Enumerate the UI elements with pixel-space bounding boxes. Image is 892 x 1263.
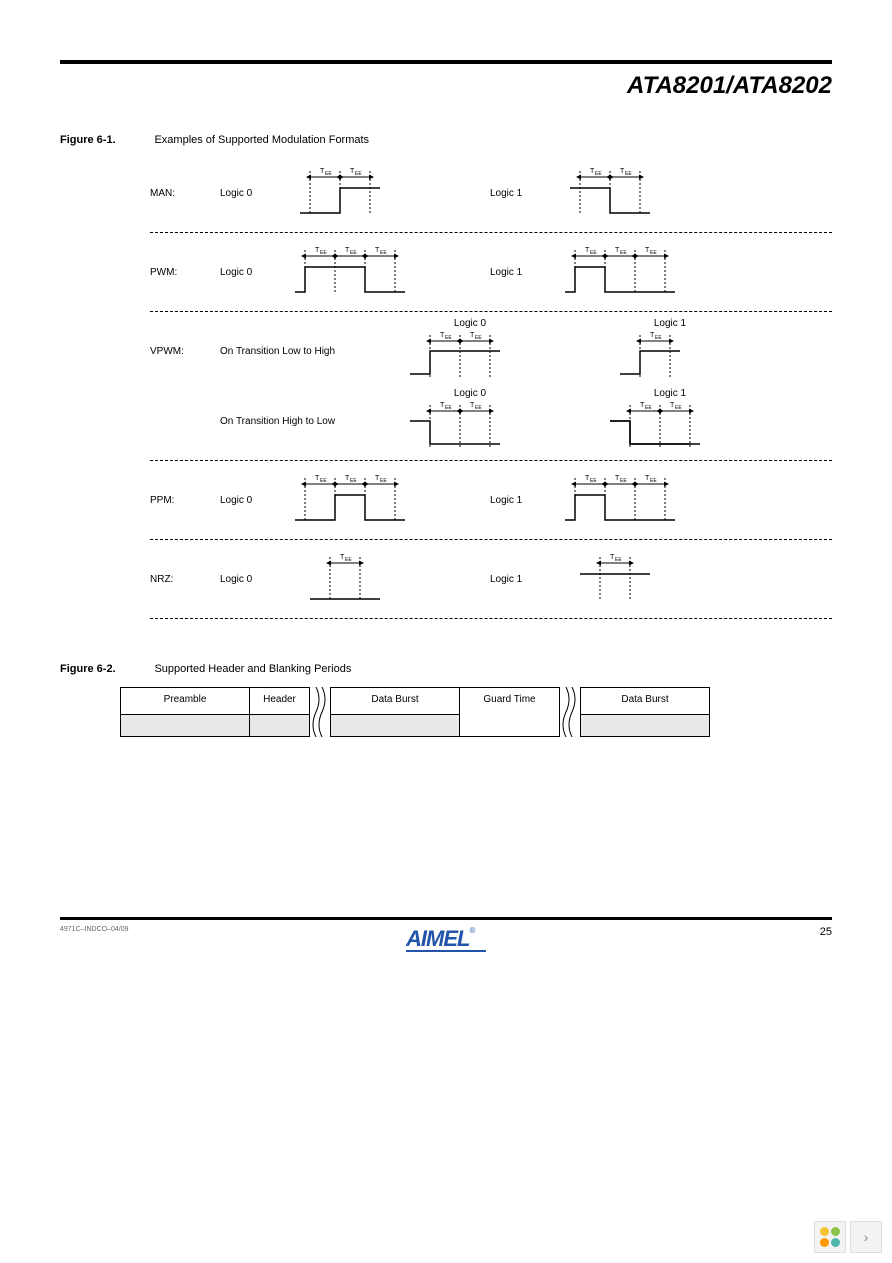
svg-text:EE: EE <box>445 405 452 411</box>
logic-1-label: Logic 1 <box>490 574 560 585</box>
svg-text:EE: EE <box>445 335 452 341</box>
vpwm-row-lh: VPWM: On Transition Low to High Logic 0 … <box>150 316 832 386</box>
ppm-logic0-wave: TEE TEE TEE <box>290 470 430 530</box>
page-number: 25 <box>820 926 832 938</box>
preamble-label: Preamble <box>164 694 207 705</box>
logic-0-label: Logic 0 <box>220 495 290 506</box>
svg-text:EE: EE <box>350 250 357 256</box>
svg-text:EE: EE <box>380 250 387 256</box>
separator <box>150 539 832 540</box>
pwm-row: PWM: Logic 0 TEE TEE TEE <box>150 237 832 307</box>
data-burst-block: Data Burst <box>580 687 710 737</box>
figure-6-2-heading: Figure 6-2. Supported Header and Blankin… <box>60 659 832 677</box>
svg-text:EE: EE <box>320 478 327 484</box>
datasheet-page: ATA8201/ATA8202 Figure 6-1. Examples of … <box>0 0 892 978</box>
vpwm-hl-logic1-wave: TEE TEE <box>600 399 740 454</box>
pwm-label: PWM: <box>150 267 220 278</box>
man-logic0-wave: TEE TEE <box>290 163 430 223</box>
nrz-row: NRZ: Logic 0 TEE Logic 1 TEE <box>150 544 832 614</box>
next-page-button[interactable]: › <box>850 1221 882 1253</box>
vpwm-trans-lh: On Transition Low to High <box>220 346 400 357</box>
pwm-logic1-wave: TEE TEE TEE <box>560 242 700 302</box>
logic-1-label: Logic 1 <box>600 318 740 329</box>
vpwm-row-hl: On Transition High to Low Logic 0 TEE TE… <box>150 386 832 456</box>
vpwm-label: VPWM: <box>150 346 220 357</box>
svg-text:EE: EE <box>650 478 657 484</box>
figure-6-1-heading: Figure 6-1. Examples of Supported Modula… <box>60 130 832 148</box>
break-icon <box>560 687 580 737</box>
svg-text:EE: EE <box>320 250 327 256</box>
svg-text:EE: EE <box>380 478 387 484</box>
logic-0-label: Logic 0 <box>400 318 540 329</box>
svg-text:EE: EE <box>325 171 332 177</box>
logic-1-label: Logic 1 <box>600 388 740 399</box>
header-block: Header <box>250 687 310 737</box>
separator <box>150 311 832 312</box>
document-title: ATA8201/ATA8202 <box>60 72 832 100</box>
man-row: MAN: Logic 0 TEE TEE <box>150 158 832 228</box>
ppm-logic1-wave: TEE TEE TEE <box>560 470 700 530</box>
man-label: MAN: <box>150 188 220 199</box>
svg-text:EE: EE <box>655 335 662 341</box>
figure-6-1-diagram: MAN: Logic 0 TEE TEE <box>150 158 832 619</box>
data-burst-label: Data Burst <box>371 694 418 705</box>
preamble-block: Preamble <box>120 687 250 737</box>
svg-text:EE: EE <box>645 405 652 411</box>
vpwm-hl-logic0-wave: TEE TEE <box>400 399 540 454</box>
guard-time-label: Guard Time <box>483 694 535 705</box>
logic-0-label: Logic 0 <box>220 267 290 278</box>
figure-label: Figure 6-2. <box>60 663 150 675</box>
separator <box>150 232 832 233</box>
chevron-right-icon: › <box>864 1229 869 1245</box>
nrz-label: NRZ: <box>150 574 220 585</box>
atmel-logo: AIMEL® <box>406 926 486 952</box>
svg-text:EE: EE <box>475 335 482 341</box>
svg-text:EE: EE <box>350 478 357 484</box>
svg-text:EE: EE <box>675 405 682 411</box>
man-logic1-wave: TEE TEE <box>560 163 700 223</box>
svg-text:EE: EE <box>590 478 597 484</box>
pwm-logic0-wave: TEE TEE TEE <box>290 242 430 302</box>
svg-text:EE: EE <box>615 557 622 563</box>
figure-caption: Supported Header and Blanking Periods <box>154 663 351 675</box>
vpwm-trans-hl: On Transition High to Low <box>220 416 400 427</box>
figure-label: Figure 6-1. <box>60 134 150 146</box>
figure-6-2: Figure 6-2. Supported Header and Blankin… <box>60 659 832 737</box>
separator <box>150 618 832 619</box>
svg-text:EE: EE <box>595 171 602 177</box>
svg-text:EE: EE <box>620 478 627 484</box>
svg-text:EE: EE <box>345 557 352 563</box>
nrz-logic0-wave: TEE <box>290 549 430 609</box>
ppm-label: PPM: <box>150 495 220 506</box>
svg-text:EE: EE <box>355 171 362 177</box>
doc-id: 4971C–INDCO–04/09 <box>60 926 129 933</box>
data-burst-block: Data Burst <box>330 687 460 737</box>
logic-1-label: Logic 1 <box>490 188 560 199</box>
top-rule <box>60 60 832 64</box>
svg-text:EE: EE <box>620 250 627 256</box>
logic-0-label: Logic 0 <box>220 574 290 585</box>
logic-1-label: Logic 1 <box>490 495 560 506</box>
separator <box>150 460 832 461</box>
vpwm-lh-logic0-wave: TEE TEE <box>400 329 540 384</box>
ppm-row: PPM: Logic 0 TEE TEE TEE <box>150 465 832 535</box>
vpwm-lh-logic1-wave: TEE <box>600 329 740 384</box>
nrz-logic1-wave: TEE <box>560 549 700 609</box>
figure-caption: Examples of Supported Modulation Formats <box>154 134 369 146</box>
svg-text:EE: EE <box>650 250 657 256</box>
page-nav-widget: › <box>814 1221 882 1253</box>
svg-text:EE: EE <box>590 250 597 256</box>
flower-icon[interactable] <box>814 1221 846 1253</box>
blocks-row: Preamble Header Data Burst Guard Time D <box>120 687 832 737</box>
svg-text:EE: EE <box>475 405 482 411</box>
svg-text:EE: EE <box>625 171 632 177</box>
logic-0-label: Logic 0 <box>400 388 540 399</box>
break-icon <box>310 687 330 737</box>
data-burst-label: Data Burst <box>621 694 668 705</box>
header-label: Header <box>263 694 296 705</box>
guard-time-block: Guard Time <box>460 687 560 737</box>
page-footer: 4971C–INDCO–04/09 AIMEL® 25 <box>60 917 832 938</box>
logic-0-label: Logic 0 <box>220 188 290 199</box>
logic-1-label: Logic 1 <box>490 267 560 278</box>
